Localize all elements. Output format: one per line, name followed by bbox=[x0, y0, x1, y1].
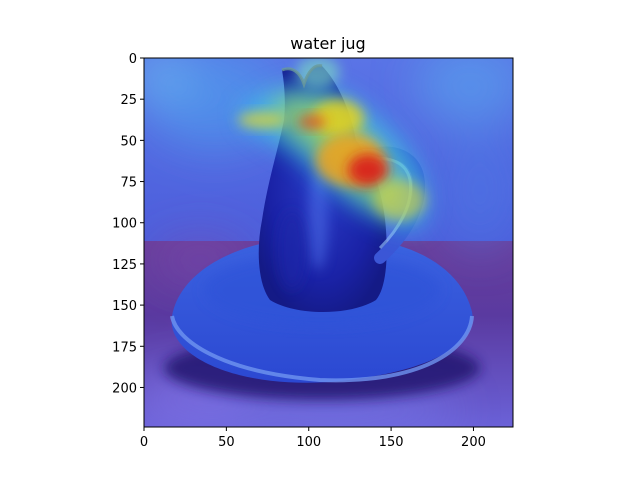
heatmap-image bbox=[144, 58, 513, 427]
x-tick-label: 50 bbox=[218, 435, 235, 450]
y-tick-label: 200 bbox=[112, 381, 137, 396]
y-tick-label: 75 bbox=[120, 176, 137, 191]
x-axis: 0 50 100 150 200 bbox=[140, 427, 486, 450]
attention-hotspot bbox=[238, 58, 428, 230]
axes-frame bbox=[143, 57, 514, 428]
jug-highlight bbox=[308, 170, 328, 270]
figure-title: water jug bbox=[290, 34, 365, 53]
y-tick-label: 0 bbox=[129, 52, 137, 67]
y-tick-label: 125 bbox=[112, 258, 137, 273]
y-tick-label: 50 bbox=[120, 134, 137, 149]
x-tick-label: 200 bbox=[461, 435, 486, 450]
y-tick-label: 100 bbox=[112, 217, 137, 232]
y-axis: 0 25 50 75 100 125 150 175 200 bbox=[112, 52, 144, 396]
jug-spout bbox=[281, 64, 323, 89]
y-tick-label: 175 bbox=[112, 340, 137, 355]
plate-rim bbox=[170, 315, 474, 383]
x-tick-label: 100 bbox=[296, 435, 321, 450]
y-tick-label: 25 bbox=[120, 93, 137, 108]
x-tick-label: 150 bbox=[379, 435, 404, 450]
y-tick-label: 150 bbox=[112, 299, 137, 314]
x-tick-label: 0 bbox=[140, 435, 148, 450]
